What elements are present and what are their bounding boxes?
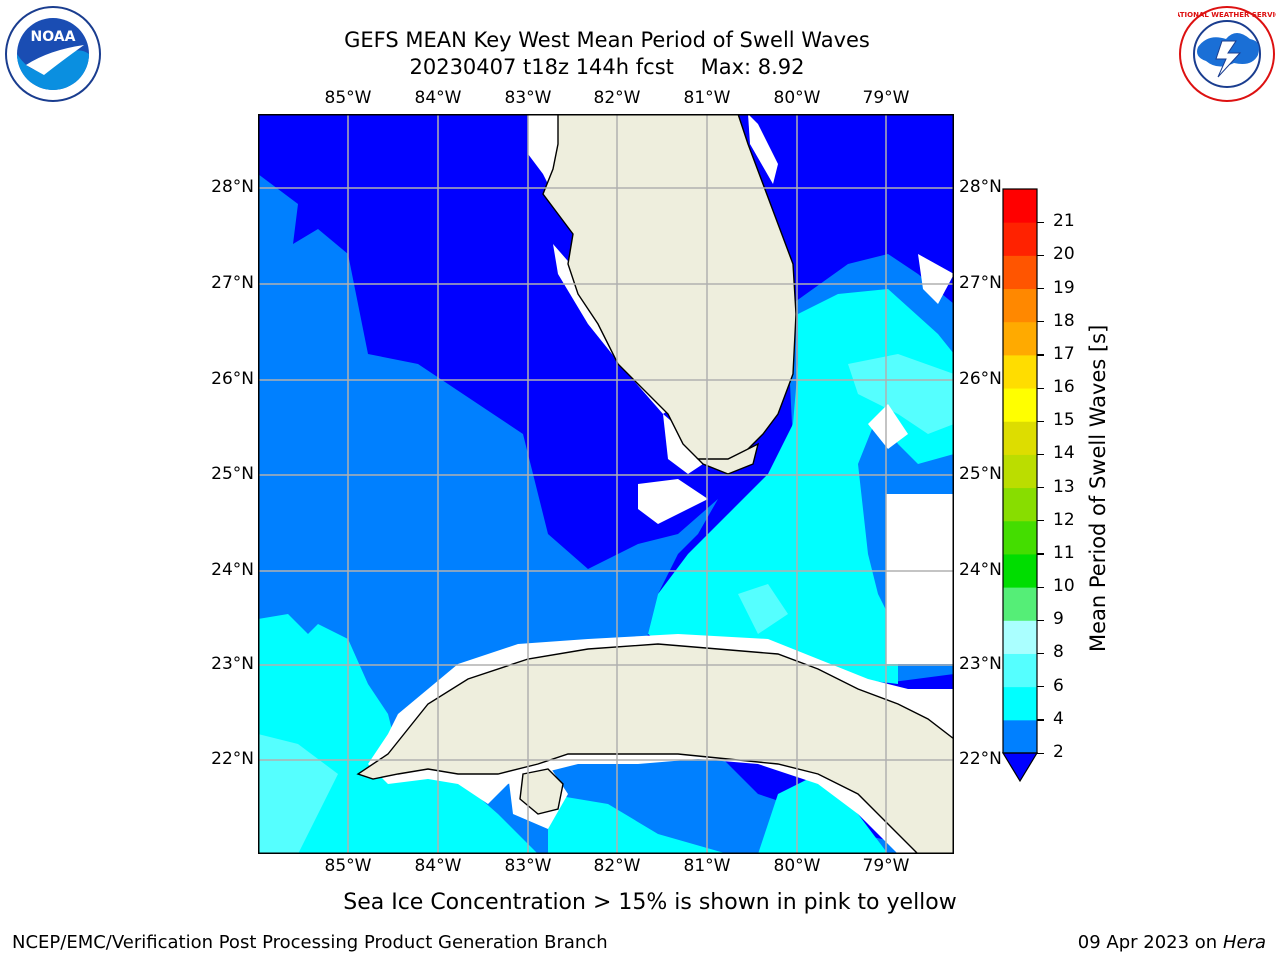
lat-lon-grid	[258, 114, 954, 854]
lon-tick-bottom: 81°W	[683, 856, 731, 876]
colorbar-tick-mark	[1037, 586, 1044, 588]
footer-date-text: 09 Apr 2023 on	[1077, 932, 1223, 953]
lon-tick-bottom: 80°W	[773, 856, 821, 876]
colorbar-band	[1003, 189, 1037, 223]
colorbar-band	[1003, 354, 1037, 389]
colorbar-under-triangle	[1001, 752, 1039, 783]
colorbar	[1001, 188, 1039, 783]
lon-tick-bottom: 84°W	[414, 856, 462, 876]
colorbar-tick-label: 14	[1053, 443, 1075, 464]
lat-tick-left: 26°N	[211, 369, 254, 389]
colorbar-tick-mark	[1037, 686, 1044, 688]
lon-tick-top: 79°W	[862, 88, 910, 108]
colorbar-tick-mark	[1037, 354, 1044, 356]
lat-tick-right: 28°N	[959, 177, 1002, 197]
colorbar-band	[1003, 719, 1037, 754]
colorbar-band	[1003, 321, 1037, 356]
colorbar-tick-mark	[1037, 254, 1044, 257]
map-title-line2: 20230407 t18z 144h fcst Max: 8.92	[409, 55, 805, 79]
colorbar-tick-label: 4	[1053, 708, 1064, 729]
lat-tick-left: 24°N	[211, 560, 254, 580]
colorbar-tick-label: 11	[1053, 542, 1075, 563]
lon-tick-top: 83°W	[504, 88, 552, 108]
lon-tick-bottom: 82°W	[593, 856, 641, 876]
lat-tick-right: 22°N	[959, 749, 1002, 769]
colorbar-band	[1003, 487, 1037, 522]
colorbar-tick-mark	[1037, 520, 1044, 522]
forecast-map	[258, 114, 954, 854]
colorbar-band	[1003, 653, 1037, 688]
noaa-logo: NOAA	[5, 6, 101, 102]
sea-ice-note: Sea Ice Concentration > 15% is shown in …	[343, 890, 957, 915]
lon-tick-bottom: 79°W	[862, 856, 910, 876]
lat-tick-right: 25°N	[959, 464, 1002, 484]
lat-tick-left: 28°N	[211, 177, 254, 197]
colorbar-tick-mark	[1037, 719, 1044, 721]
colorbar-tick-label: 20	[1053, 244, 1075, 265]
lon-tick-top: 81°W	[683, 88, 731, 108]
colorbar-title: Mean Period of Swell Waves [s]	[1086, 324, 1110, 652]
colorbar-band	[1003, 255, 1037, 290]
lon-tick-top: 80°W	[773, 88, 821, 108]
lon-tick-top: 85°W	[324, 88, 372, 108]
colorbar-tick-label: 16	[1053, 377, 1075, 398]
lat-tick-left: 23°N	[211, 654, 254, 674]
colorbar-frame	[1002, 188, 1038, 754]
lon-tick-top: 82°W	[593, 88, 641, 108]
colorbar-tick-mark	[1037, 652, 1044, 655]
colorbar-band	[1003, 686, 1037, 721]
colorbar-band	[1003, 587, 1037, 621]
lon-tick-bottom: 85°W	[324, 856, 372, 876]
footer-date: 09 Apr 2023 on Hera	[1078, 932, 1266, 953]
colorbar-tick-mark	[1037, 321, 1044, 323]
colorbar-tick-mark	[1037, 619, 1044, 621]
colorbar-band	[1003, 520, 1037, 555]
lat-tick-right: 24°N	[959, 560, 1002, 580]
colorbar-tick-mark	[1037, 453, 1044, 456]
colorbar-tick-label: 8	[1053, 642, 1064, 663]
colorbar-tick-mark	[1037, 288, 1044, 290]
colorbar-band	[1003, 288, 1037, 323]
footer-host: Hera	[1222, 932, 1266, 953]
svg-text:NATIONAL WEATHER SERVICE: NATIONAL WEATHER SERVICE	[1178, 11, 1276, 19]
colorbar-tick-label: 19	[1053, 277, 1075, 298]
colorbar-tick-label: 6	[1053, 675, 1064, 696]
colorbar-tick-label: 21	[1053, 211, 1075, 232]
colorbar-band	[1003, 454, 1037, 489]
colorbar-tick-label: 18	[1053, 310, 1075, 331]
lat-tick-left: 27°N	[211, 273, 254, 293]
footer-branch: NCEP/EMC/Verification Post Processing Pr…	[12, 932, 608, 953]
colorbar-tick-mark	[1037, 487, 1044, 489]
colorbar-tick-mark	[1037, 420, 1044, 422]
lat-tick-right: 23°N	[959, 654, 1002, 674]
lat-tick-right: 26°N	[959, 369, 1002, 389]
map-frame	[258, 114, 954, 854]
lon-tick-top: 84°W	[414, 88, 462, 108]
colorbar-band	[1003, 553, 1037, 588]
svg-text:NOAA: NOAA	[31, 29, 76, 45]
colorbar-band	[1003, 421, 1037, 455]
colorbar-tick-mark	[1037, 387, 1044, 389]
colorbar-band	[1003, 388, 1037, 422]
colorbar-band	[1003, 222, 1037, 256]
nws-logo: NATIONAL WEATHER SERVICE	[1178, 6, 1276, 102]
colorbar-tick-label: 10	[1053, 576, 1075, 597]
lat-tick-left: 22°N	[211, 749, 254, 769]
colorbar-tick-label: 13	[1053, 476, 1075, 497]
colorbar-tick-mark	[1037, 221, 1044, 223]
lat-tick-left: 25°N	[211, 464, 254, 484]
colorbar-tick-mark	[1037, 752, 1044, 754]
lon-tick-bottom: 83°W	[504, 856, 552, 876]
colorbar-band	[1003, 620, 1037, 654]
colorbar-tick-label: 12	[1053, 509, 1075, 530]
land-masses	[356, 114, 954, 854]
colorbar-tick-label: 15	[1053, 410, 1075, 431]
colorbar-tick-label: 9	[1053, 609, 1064, 630]
lat-tick-right: 27°N	[959, 273, 1002, 293]
colorbar-tick-label: 2	[1053, 742, 1064, 762]
colorbar-tick-label: 17	[1053, 343, 1075, 364]
map-title-line1: GEFS MEAN Key West Mean Period of Swell …	[344, 28, 870, 52]
colorbar-tick-mark	[1037, 553, 1044, 555]
